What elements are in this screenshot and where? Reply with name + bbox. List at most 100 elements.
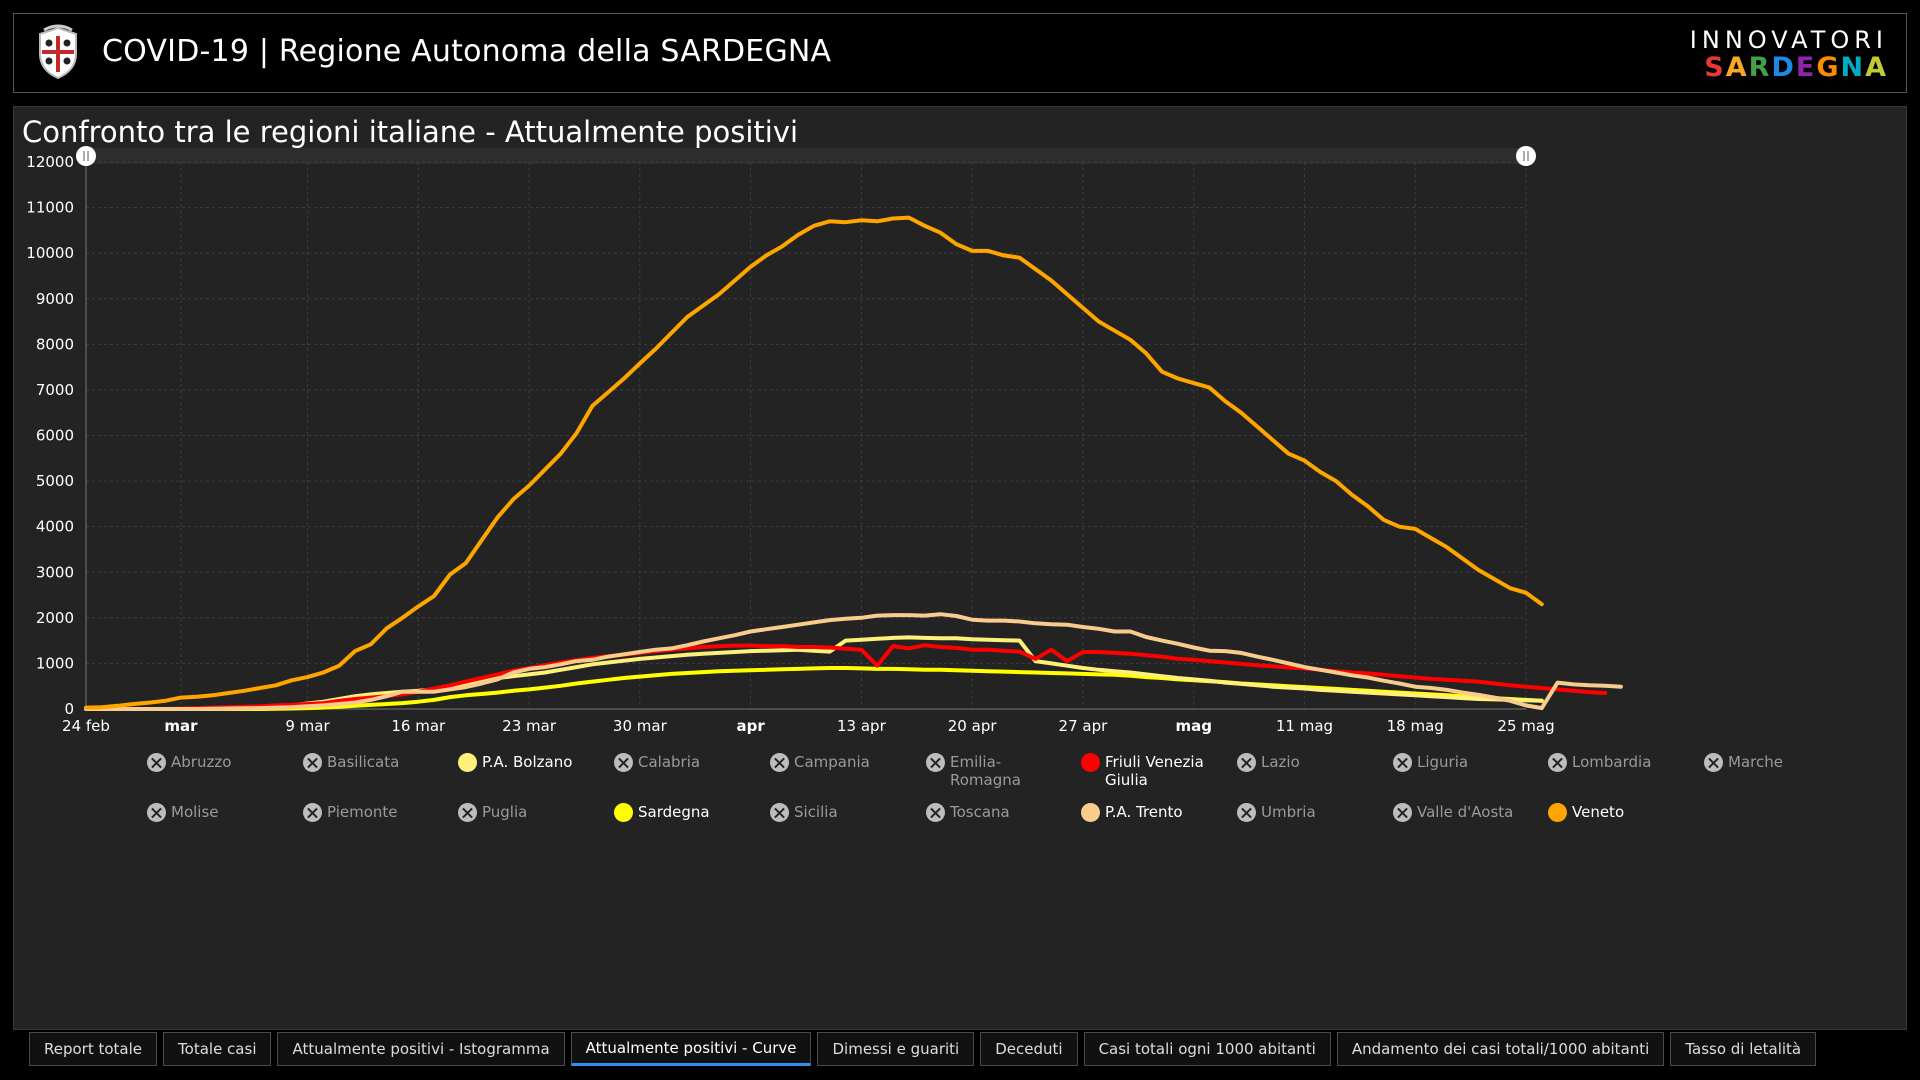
chart-legend: Abruzzo Basilicata P.A. Bolzano Calabria Cam… — [14, 107, 1908, 1031]
legend-item-basilicata[interactable]: Basilicata — [303, 753, 447, 772]
y-tick-label: 8000 — [36, 335, 74, 353]
report-tabs: Report totale Totale casi Attualmente posi… — [29, 1032, 1822, 1068]
legend-item-valle-d-aosta[interactable]: Valle d'Aosta — [1393, 803, 1537, 822]
legend-disabled-icon — [1393, 753, 1412, 772]
legend-item-marche[interactable]: Marche — [1704, 753, 1848, 772]
legend-item-calabria[interactable]: Calabria — [614, 753, 758, 772]
legend-item-molise[interactable]: Molise — [147, 803, 291, 822]
legend-swatch — [1081, 753, 1100, 772]
tab-tasso-di-letalit[interactable]: Tasso di letalità — [1670, 1032, 1817, 1066]
legend-label: Emilia-Romagna — [950, 753, 1021, 789]
legend-disabled-icon — [458, 803, 477, 822]
tab-andamento-dei-casi-totali-1000-abitanti[interactable]: Andamento dei casi totali/1000 abitanti — [1336, 1032, 1665, 1066]
y-tick-label: 2000 — [36, 609, 74, 627]
x-tick-label: 16 mar — [391, 717, 446, 735]
legend-disabled-icon — [147, 753, 166, 772]
legend-disabled-icon — [1237, 753, 1256, 772]
x-tick-label: mar — [164, 717, 198, 735]
legend-disabled-icon — [147, 803, 166, 822]
innovatori-sardegna-logo: INNOVATORI SARDEGNA — [1690, 26, 1888, 83]
legend-disabled-icon — [303, 803, 322, 822]
legend-item-sicilia[interactable]: Sicilia — [770, 803, 914, 822]
legend-item-piemonte[interactable]: Piemonte — [303, 803, 447, 822]
legend-swatch — [1081, 803, 1100, 822]
range-handle-left[interactable] — [76, 146, 96, 166]
x-tick-label: 18 mag — [1387, 717, 1444, 735]
legend-label: Liguria — [1417, 753, 1469, 771]
legend-item-umbria[interactable]: Umbria — [1237, 803, 1381, 822]
legend-item-campania[interactable]: Campania — [770, 753, 914, 772]
x-tick-label: 30 mar — [613, 717, 668, 735]
legend-label: Lazio — [1261, 753, 1300, 771]
legend-label: Puglia — [482, 803, 528, 821]
legend-item-p-a-trento[interactable]: P.A. Trento — [1081, 803, 1225, 822]
legend-label: Valle d'Aosta — [1417, 803, 1514, 821]
tab-totale-casi[interactable]: Totale casi — [163, 1032, 272, 1066]
legend-item-toscana[interactable]: Toscana — [926, 803, 1070, 822]
legend-label: Friuli Venezia Giulia — [1105, 753, 1204, 789]
x-tick-label: apr — [736, 717, 765, 735]
legend-item-p-a-bolzano[interactable]: P.A. Bolzano — [458, 753, 602, 772]
legend-disabled-icon — [770, 753, 789, 772]
legend-item-veneto[interactable]: Veneto — [1548, 803, 1692, 822]
legend-label: Sardegna — [638, 803, 710, 821]
y-tick-label: 0 — [64, 700, 74, 718]
x-tick-label: 9 mar — [285, 717, 330, 735]
tab-deceduti[interactable]: Deceduti — [980, 1032, 1078, 1066]
line-chart[interactable]: 0 1000 2000 3000 4000 5000 6000 7000 8000 9000 100… — [14, 107, 1908, 1031]
legend-swatch — [458, 753, 477, 772]
y-tick-label: 6000 — [36, 427, 74, 445]
legend-disabled-icon — [926, 803, 945, 822]
legend-item-puglia[interactable]: Puglia — [458, 803, 602, 822]
x-tick-label: 13 apr — [837, 717, 887, 735]
legend-item-liguria[interactable]: Liguria — [1393, 753, 1537, 772]
legend-label: Lombardia — [1572, 753, 1652, 771]
range-handle-right[interactable] — [1516, 146, 1536, 166]
legend-disabled-icon — [926, 753, 945, 772]
legend-swatch — [1548, 803, 1567, 822]
y-tick-label: 3000 — [36, 563, 74, 581]
legend-label: P.A. Bolzano — [482, 753, 573, 771]
region-emblem-icon — [39, 24, 77, 80]
legend-label: Veneto — [1572, 803, 1625, 821]
chart-panel: 0 1000 2000 3000 4000 5000 6000 7000 8000 9000 100… — [13, 106, 1907, 1030]
legend-label: Molise — [171, 803, 219, 821]
x-tick-label: 23 mar — [502, 717, 557, 735]
legend-disabled-icon — [770, 803, 789, 822]
y-tick-label: 5000 — [36, 472, 74, 490]
legend-label: Umbria — [1261, 803, 1316, 821]
legend-label: Basilicata — [327, 753, 400, 771]
legend-item-sardegna[interactable]: Sardegna — [614, 803, 758, 822]
legend-label: Calabria — [638, 753, 701, 771]
logo-bottom-text: SARDEGNA — [1704, 52, 1888, 83]
x-tick-label: mag — [1175, 717, 1212, 735]
legend-label: P.A. Trento — [1105, 803, 1183, 821]
x-tick-label: 25 mag — [1497, 717, 1554, 735]
tab-attualmente-positivi-istogramma[interactable]: Attualmente positivi - Istogramma — [277, 1032, 565, 1066]
tab-report-totale[interactable]: Report totale — [29, 1032, 158, 1066]
legend-label: Sicilia — [794, 803, 838, 821]
logo-top-text: INNOVATORI — [1689, 26, 1888, 54]
range-slider-track — [86, 148, 1528, 164]
legend-label: Piemonte — [327, 803, 398, 821]
legend-item-friuli-venezia-giulia[interactable]: Friuli Venezia Giulia — [1081, 753, 1225, 789]
legend-item-lombardia[interactable]: Lombardia — [1548, 753, 1692, 772]
legend-item-abruzzo[interactable]: Abruzzo — [147, 753, 291, 772]
legend-disabled-icon — [1704, 753, 1723, 772]
legend-swatch — [614, 803, 633, 822]
legend-label: Toscana — [950, 803, 1010, 821]
legend-item-lazio[interactable]: Lazio — [1237, 753, 1381, 772]
x-tick-label: 20 apr — [948, 717, 998, 735]
app-title: COVID-19 | Regione Autonoma della SARDEG… — [102, 34, 832, 69]
y-tick-label: 11000 — [26, 199, 74, 217]
tab-casi-totali-ogni-1000-abitanti[interactable]: Casi totali ogni 1000 abitanti — [1083, 1032, 1331, 1066]
x-tick-label: 11 mag — [1276, 717, 1333, 735]
tab-dimessi-e-guariti[interactable]: Dimessi e guariti — [817, 1032, 975, 1066]
tab-attualmente-positivi-curve[interactable]: Attualmente positivi - Curve — [570, 1032, 812, 1066]
legend-item-emilia-romagna[interactable]: Emilia-Romagna — [926, 753, 1070, 789]
y-tick-label: 1000 — [36, 654, 74, 672]
series-line-p-a-trento — [84, 612, 1623, 711]
legend-disabled-icon — [1393, 803, 1412, 822]
series-line-friuli-venezia-giulia — [84, 643, 1608, 711]
y-tick-label: 12000 — [26, 153, 74, 171]
